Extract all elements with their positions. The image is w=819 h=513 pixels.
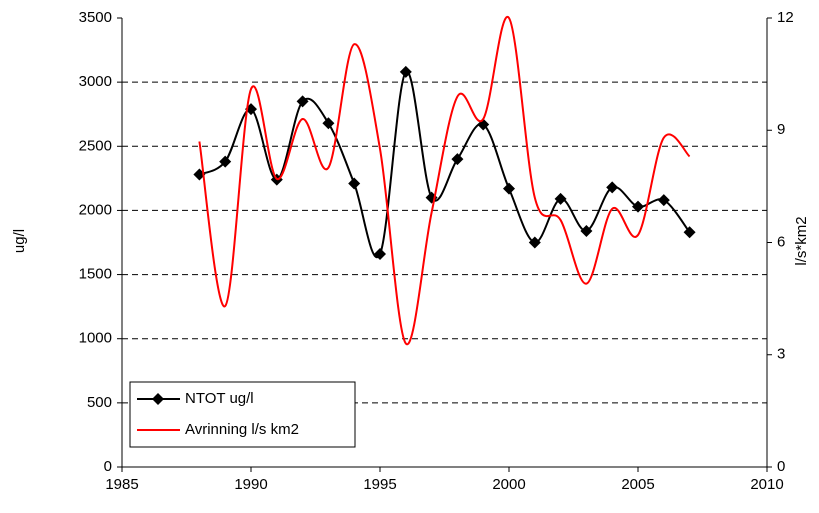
y2-tick-label: 12 — [777, 9, 794, 26]
y-tick-label: 0 — [104, 458, 112, 475]
marker — [296, 95, 309, 108]
marker — [399, 65, 412, 78]
y2-axis-label: l/s*km2 — [793, 216, 810, 265]
x-tick-label: 1995 — [363, 476, 396, 493]
marker — [632, 200, 644, 213]
x-tick-label: 2000 — [492, 476, 525, 493]
marker — [451, 153, 464, 166]
y-tick-label: 1500 — [79, 266, 112, 283]
y2-tick-label: 3 — [777, 346, 785, 363]
y-tick-label: 2000 — [79, 201, 112, 218]
marker — [503, 182, 515, 195]
marker — [374, 248, 386, 261]
y2-tick-label: 0 — [777, 458, 785, 475]
y2-tick-label: 9 — [777, 121, 785, 138]
marker — [580, 224, 593, 237]
marker — [554, 192, 567, 205]
marker — [683, 226, 696, 239]
x-tick-label: 2010 — [750, 476, 783, 493]
marker — [322, 117, 335, 130]
legend-label: Avrinning l/s km2 — [185, 421, 299, 438]
x-tick-label: 1990 — [234, 476, 267, 493]
marker — [528, 236, 541, 249]
y-tick-label: 3500 — [79, 9, 112, 26]
series-line — [198, 15, 691, 346]
x-tick-label: 1985 — [105, 476, 138, 493]
marker — [348, 177, 361, 190]
marker — [657, 194, 670, 207]
legend-marker — [152, 393, 164, 405]
y-axis-label: ug/l — [11, 229, 28, 253]
legend-label: NTOT ug/l — [185, 390, 254, 407]
series-line — [198, 70, 691, 259]
x-tick-label: 2005 — [621, 476, 654, 493]
marker — [219, 155, 232, 168]
y2-tick-label: 6 — [777, 233, 785, 250]
y-tick-label: 1000 — [79, 330, 112, 347]
marker — [606, 181, 619, 194]
y-tick-label: 500 — [87, 394, 112, 411]
y-tick-label: 3000 — [79, 73, 112, 90]
y-tick-label: 2500 — [79, 137, 112, 154]
legend-box — [129, 381, 356, 448]
